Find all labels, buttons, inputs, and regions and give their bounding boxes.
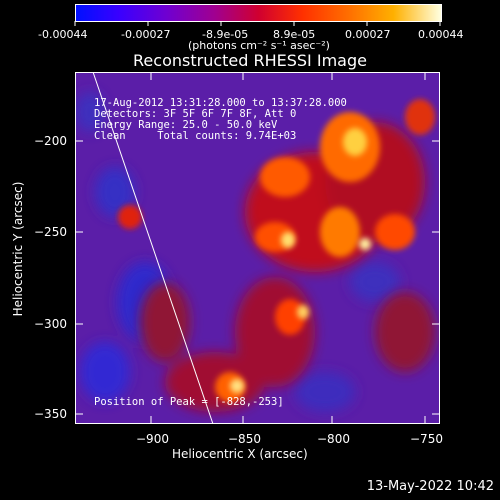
colorbar-units: (photons cm⁻² s⁻¹ asec⁻²) — [188, 39, 330, 52]
x-tick-label: −850 — [228, 432, 261, 446]
y-tick-label: −350 — [34, 407, 67, 421]
peak-position: Position of Peak = [-828,-253] — [94, 396, 284, 408]
rhessi-image-map — [75, 72, 440, 424]
info-overlay: 17-Aug-2012 13:31:28.000 to 13:37:28.000… — [94, 87, 347, 153]
x-axis-label: Heliocentric X (arcsec) — [172, 447, 308, 461]
info-time-range: 17-Aug-2012 13:31:28.000 to 13:37:28.000 — [94, 97, 347, 109]
y-tick-label: −200 — [34, 134, 67, 148]
colorbar-tick-1: -0.00027 — [121, 28, 171, 41]
footer-timestamp: 13-May-2022 10:42 — [366, 479, 494, 494]
plot-title: Reconstructed RHESSI Image — [133, 51, 367, 70]
y-tick-label: −250 — [34, 225, 67, 239]
y-tick-label: −300 — [34, 317, 67, 331]
colorbar — [75, 4, 442, 22]
rhessi-image — [75, 72, 440, 424]
x-tick-label: −750 — [410, 432, 443, 446]
x-tick-label: −900 — [136, 432, 169, 446]
info-detectors: Detectors: 3F 5F 6F 7F 8F, Att 0 — [94, 108, 297, 120]
info-energy-range: Energy Range: 25.0 - 50.0 keV — [94, 119, 278, 131]
info-clean-counts: Clean Total counts: 9.74E+03 — [94, 130, 297, 142]
colorbar-tick-4: 0.00027 — [345, 28, 391, 41]
plot-frame — [75, 72, 440, 424]
colorbar-tick-3: 8.9e-05 — [273, 28, 316, 41]
colorbar-tick-2: -8.9e-05 — [202, 28, 249, 41]
y-axis-label: Heliocentric Y (arcsec) — [11, 181, 25, 317]
x-tick-label: −800 — [317, 432, 350, 446]
colorbar-tick-0: -0.00044 — [38, 28, 88, 41]
colorbar-tick-5: 0.00044 — [418, 28, 464, 41]
colorbar-ticks — [74, 21, 441, 26]
